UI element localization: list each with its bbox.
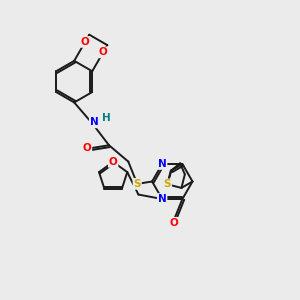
Text: N: N xyxy=(158,194,167,204)
Text: H: H xyxy=(102,113,110,124)
Text: S: S xyxy=(164,179,171,189)
Text: O: O xyxy=(82,143,91,153)
Text: N: N xyxy=(158,159,167,169)
Text: N: N xyxy=(90,117,98,128)
Text: O: O xyxy=(99,47,107,57)
Text: O: O xyxy=(169,218,178,228)
Text: O: O xyxy=(109,157,118,167)
Text: S: S xyxy=(134,179,141,189)
Text: O: O xyxy=(81,37,89,47)
